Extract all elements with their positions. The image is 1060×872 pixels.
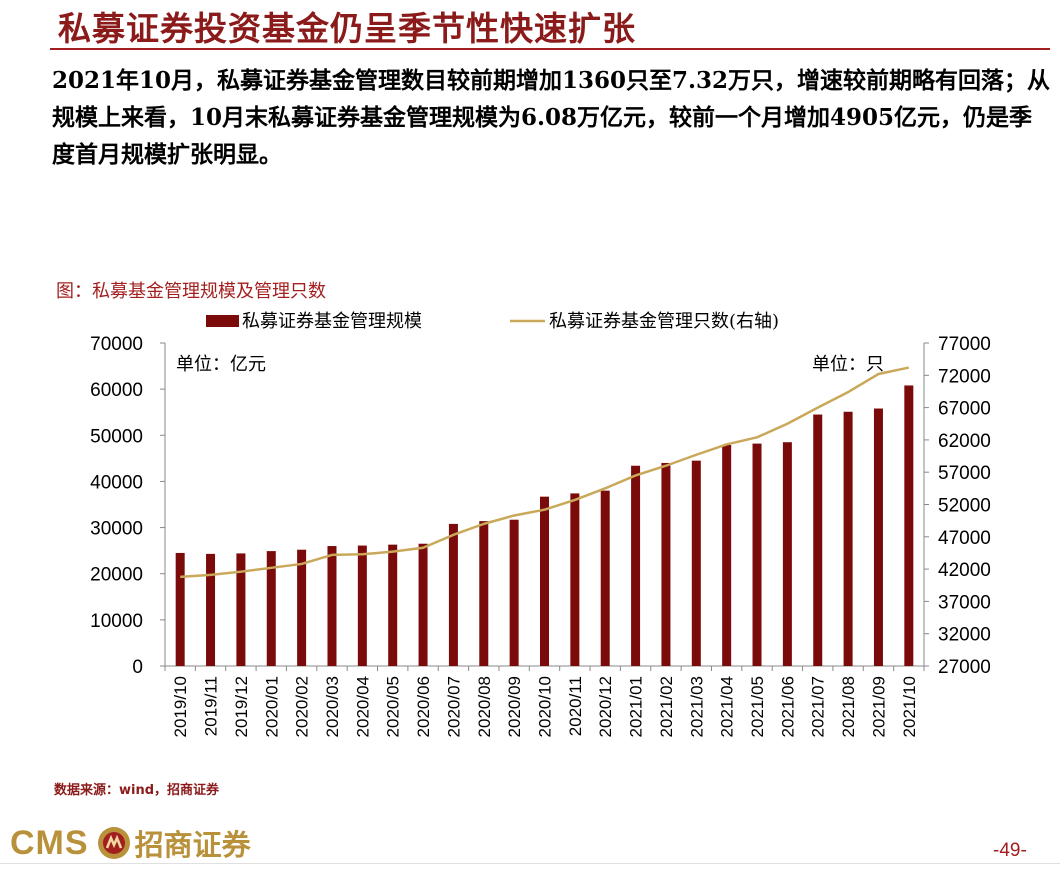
legend-bar-label: 私募证券基金管理规模: [242, 311, 422, 332]
bar: [297, 549, 307, 666]
x-tick-label: 2021/02: [657, 676, 676, 737]
left-tick-label: 0: [132, 657, 143, 678]
x-tick-label: 2021/04: [718, 676, 737, 737]
x-tick-label: 2020/07: [444, 676, 463, 737]
bar: [357, 545, 367, 666]
x-tick-label: 2019/11: [202, 676, 221, 736]
legend-bar-swatch: [206, 315, 239, 327]
legend-line-label: 私募证券基金管理只数(右轴): [549, 311, 779, 332]
left-tick-label: 40000: [90, 472, 143, 493]
x-tick-label: 2020/11: [566, 676, 585, 736]
bar: [600, 490, 610, 666]
logo-mark-icon: [97, 827, 130, 859]
company-logo: CMS 招商证券: [10, 820, 251, 866]
x-tick-label: 2021/03: [687, 676, 706, 737]
left-tick-label: 50000: [90, 426, 143, 447]
footer-divider: [0, 863, 1060, 864]
tick-labels: 0 10000 20000 30000 40000 50000 60000 70000 2700…: [90, 334, 991, 737]
bar: [691, 460, 701, 666]
bar: [509, 519, 519, 666]
x-tick-label: 2021/07: [809, 676, 828, 737]
page-number: -49-: [993, 840, 1027, 861]
x-tick-label: 2019/10: [171, 676, 190, 737]
bar: [540, 496, 549, 666]
right-tick-label: 47000: [938, 528, 991, 549]
right-tick-label: 77000: [938, 334, 991, 355]
right-tick-label: 72000: [938, 366, 991, 387]
right-tick-label: 32000: [938, 625, 991, 646]
right-tick-label: 42000: [938, 560, 991, 581]
bar: [448, 523, 458, 666]
chart-legend: 私募证券基金管理规模 私募证券基金管理只数(右轴): [206, 311, 779, 332]
x-tick-label: 2020/08: [475, 676, 494, 737]
bar: [722, 444, 732, 666]
x-tick-label: 2020/02: [293, 676, 312, 737]
x-tick-label: 2020/09: [505, 676, 524, 737]
bar: [327, 546, 337, 666]
bar: [782, 442, 792, 666]
left-tick-label: 10000: [90, 611, 143, 632]
x-tick-label: 2020/05: [384, 676, 403, 737]
bar: [873, 408, 883, 666]
bar: [266, 551, 276, 666]
left-tick-label: 60000: [90, 380, 143, 401]
bar: [175, 552, 185, 666]
x-tick-label: 2020/04: [353, 676, 372, 737]
x-tick-label: 2021/08: [839, 676, 858, 737]
x-tick-label: 2020/03: [323, 676, 342, 737]
left-tick-label: 30000: [90, 519, 143, 540]
x-tick-label: 2021/06: [778, 676, 797, 737]
right-tick-label: 27000: [938, 657, 991, 678]
data-source: 数据来源：wind，招商证券: [54, 783, 220, 798]
series-line: [180, 366, 910, 579]
x-tick-label: 2020/06: [414, 676, 433, 737]
bar: [570, 493, 580, 666]
bar: [843, 411, 853, 666]
title-divider: [50, 48, 1050, 50]
left-tick-label: 20000: [90, 565, 143, 586]
right-unit-label: 单位：只: [812, 354, 884, 375]
x-tick-label: 2021/01: [627, 676, 646, 737]
x-tick-label: 2020/01: [262, 676, 281, 737]
right-tick-label: 67000: [938, 399, 991, 420]
bar: [418, 543, 428, 666]
line-series: [180, 366, 910, 579]
bar: [752, 443, 762, 666]
logo-cn-text: 招商证券: [134, 828, 251, 862]
x-tick-label: 2021/10: [900, 676, 919, 737]
summary-text: 2021年10月，私募证券基金管理数目较前期增加1360只至7.32万只，增速较…: [52, 67, 1051, 168]
bar: [661, 462, 671, 666]
bar: [813, 414, 823, 666]
right-tick-label: 37000: [938, 592, 991, 613]
right-tick-label: 52000: [938, 496, 991, 517]
x-tick-label: 2021/05: [748, 676, 767, 737]
bar: [388, 544, 398, 666]
bar: [631, 465, 641, 666]
x-tick-label: 2021/09: [869, 676, 888, 737]
x-tick-label: 2020/10: [536, 676, 555, 737]
right-tick-label: 62000: [938, 431, 991, 452]
left-unit-label: 单位：亿元: [176, 354, 266, 375]
bar: [236, 553, 246, 666]
bar: [904, 385, 914, 666]
x-tick-label: 2020/12: [596, 676, 615, 737]
left-tick-label: 70000: [90, 334, 143, 355]
slide-title: 私募证券投资基金仍呈季节性快速扩张: [58, 9, 636, 48]
logo-cms-text: CMS: [10, 823, 89, 862]
right-tick-label: 57000: [938, 463, 991, 484]
chart-svg: 图：私募基金管理规模及管理只数 私募证券基金管理规模 私募证券基金管理只数(右轴)…: [56, 281, 991, 737]
bar-series: [175, 385, 914, 666]
bar: [206, 553, 216, 666]
x-tick-label: 2019/12: [232, 676, 251, 737]
bar: [479, 521, 489, 666]
chart-title: 图：私募基金管理规模及管理只数: [56, 281, 326, 302]
